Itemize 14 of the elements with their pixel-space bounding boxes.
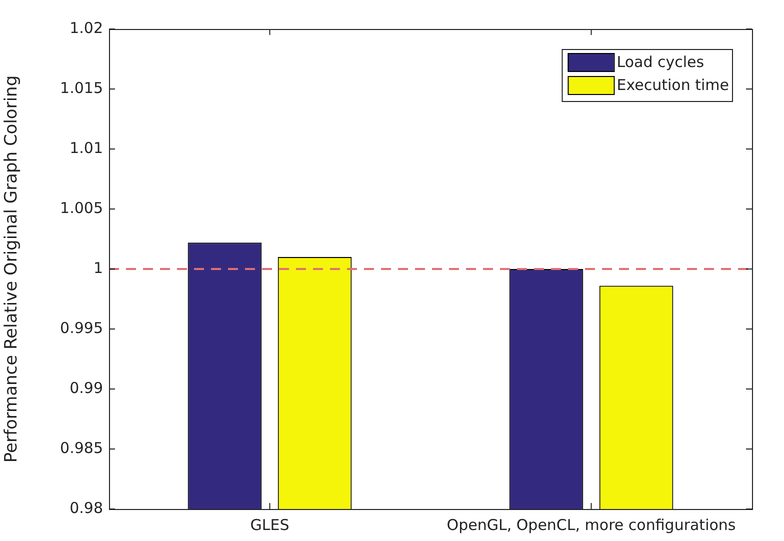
y-tick-label: 0.985 (60, 438, 103, 457)
y-tick-label: 1.005 (60, 198, 103, 217)
x-tick-label: GLES (250, 516, 290, 534)
y-tick-label: 1.02 (70, 18, 103, 37)
y-tick-label: 0.99 (70, 378, 103, 397)
x-tick-label: OpenGL, OpenCL, more configurations (446, 516, 736, 534)
y-tick-label: 1 (93, 258, 103, 277)
legend-label: Load cycles (616, 52, 704, 71)
y-tick-label: 0.98 (70, 498, 103, 517)
y-tick-label: 1.015 (60, 78, 103, 97)
y-axis-title: Performance Relative Original Graph Coloring (2, 75, 22, 463)
legend-label: Execution time (616, 76, 729, 94)
y-tick-label: 1.01 (70, 138, 103, 157)
y-tick-label: 0.995 (60, 318, 103, 337)
